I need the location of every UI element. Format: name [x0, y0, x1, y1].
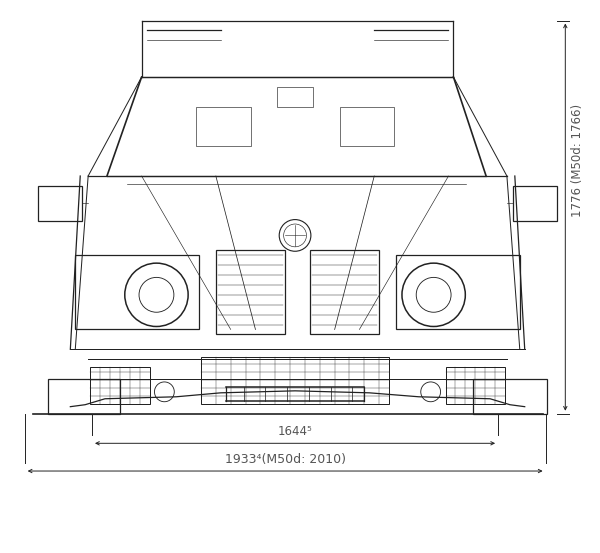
Bar — [446, 367, 505, 404]
Bar — [38, 186, 82, 221]
Bar — [473, 379, 547, 414]
Text: 1776 (M50d: 1766): 1776 (M50d: 1766) — [571, 104, 584, 217]
Bar — [340, 107, 394, 147]
Bar — [310, 251, 379, 335]
Bar — [196, 107, 251, 147]
Bar — [216, 251, 285, 335]
Text: 1933⁴(M50d: 2010): 1933⁴(M50d: 2010) — [224, 453, 346, 466]
Bar — [201, 357, 389, 404]
Text: 1644⁵: 1644⁵ — [278, 425, 313, 439]
Bar — [277, 87, 313, 107]
Bar — [513, 186, 557, 221]
Bar — [47, 379, 120, 414]
Bar — [75, 255, 199, 330]
Bar — [90, 367, 149, 404]
Bar — [396, 255, 520, 330]
